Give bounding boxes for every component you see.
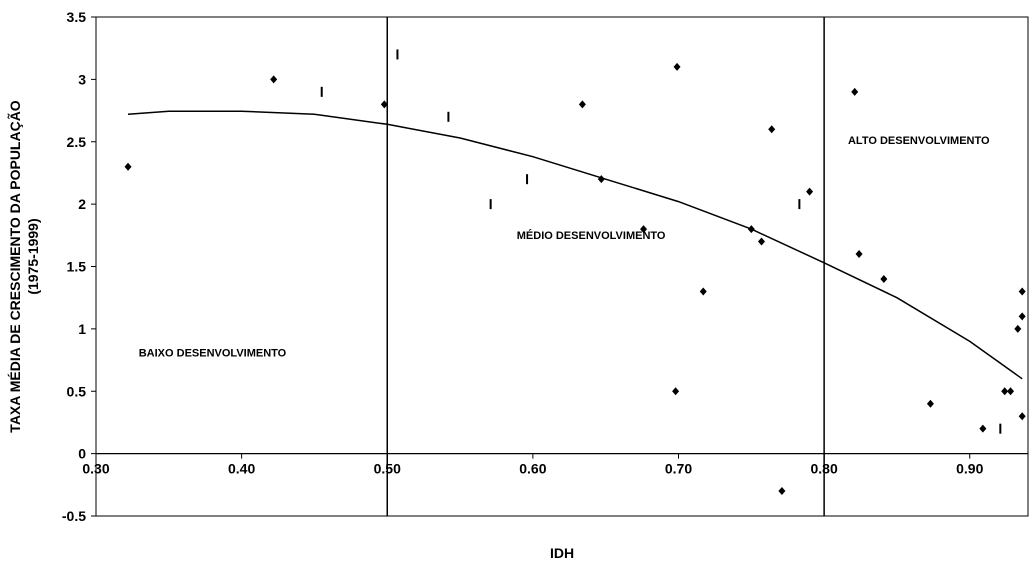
data-point-diamond — [673, 62, 681, 71]
y-tick-label: -0.5 — [62, 508, 86, 524]
data-point-diamond — [597, 175, 605, 184]
data-point-diamond — [1018, 412, 1026, 421]
data-point-diamond — [380, 100, 388, 109]
x-tick-label: 0.30 — [82, 461, 109, 477]
y-tick-label: 1 — [78, 321, 86, 337]
y-axis-label-line1: TAXA MÉDIA DE CRESCIMENTO DA POPULAÇÃO — [6, 100, 23, 432]
y-tick-label: 0.5 — [67, 383, 87, 399]
x-tick-label: 0.60 — [519, 461, 546, 477]
tick-labels: -0.5 0 0.5 1 1.5 2 2.5 3 3.5 0.30 0.40 0.50 0.60 0.70… — [62, 9, 984, 524]
data-point-diamond — [1007, 387, 1015, 396]
data-point-diamond — [979, 424, 987, 433]
y-tick-label: 2 — [78, 196, 86, 212]
y-tick-label: 3.5 — [67, 9, 87, 25]
plot-frame — [95, 16, 1029, 517]
data-point-diamond — [880, 274, 888, 283]
data-point-diamond — [747, 225, 755, 234]
x-tick-label: 0.90 — [956, 461, 983, 477]
region-label: BAIXO DESENVOLVIMENTO — [139, 347, 287, 359]
data-point-diamond — [699, 287, 707, 296]
y-tick-label: 2.5 — [67, 134, 87, 150]
data-point-diamond — [1014, 324, 1022, 333]
data-point-dash — [447, 111, 450, 122]
data-point-dash — [526, 174, 529, 185]
x-tick-label: 0.80 — [811, 461, 838, 477]
data-point-diamond — [851, 87, 859, 96]
data-point-diamond — [124, 162, 132, 171]
data-point-diamond — [578, 100, 586, 109]
data-point-dash — [396, 49, 399, 60]
data-point-diamond — [778, 487, 786, 496]
data-point-diamond — [768, 125, 776, 134]
data-point-dash — [320, 86, 323, 97]
data-point-diamond — [1018, 287, 1026, 296]
y-axis-label-line2: (1975-1999) — [25, 218, 41, 294]
x-tick-label: 0.50 — [374, 461, 401, 477]
x-tick-label: 0.40 — [228, 461, 255, 477]
y-tick-label: 0 — [78, 446, 86, 462]
data-point-dash — [489, 199, 492, 210]
plot-area: BAIXO DESENVOLVIMENTO MÉDIO DESENVOLVIMEN… — [91, 16, 1029, 517]
data-point-diamond — [758, 237, 766, 246]
x-tick-label: 0.70 — [665, 461, 692, 477]
trendline — [127, 110, 1023, 380]
region-label: MÉDIO DESENVOLVIMENTO — [517, 229, 666, 242]
data-point-diamond — [806, 187, 814, 196]
data-point-dash — [999, 423, 1002, 434]
x-axis-label: IDH — [550, 545, 574, 561]
y-tick-label: 3 — [78, 71, 86, 87]
data-point-diamond — [1001, 387, 1009, 396]
data-point-diamond — [640, 225, 648, 234]
data-point-diamond — [672, 387, 680, 396]
y-tick-label: 1.5 — [67, 259, 87, 275]
data-point-diamond — [1018, 312, 1026, 321]
data-point-dash — [798, 199, 801, 210]
data-point-diamond — [270, 75, 278, 84]
region-label: ALTO DESENVOLVIMENTO — [848, 135, 990, 147]
data-point-diamond — [855, 250, 863, 259]
data-point-diamond — [926, 399, 934, 408]
